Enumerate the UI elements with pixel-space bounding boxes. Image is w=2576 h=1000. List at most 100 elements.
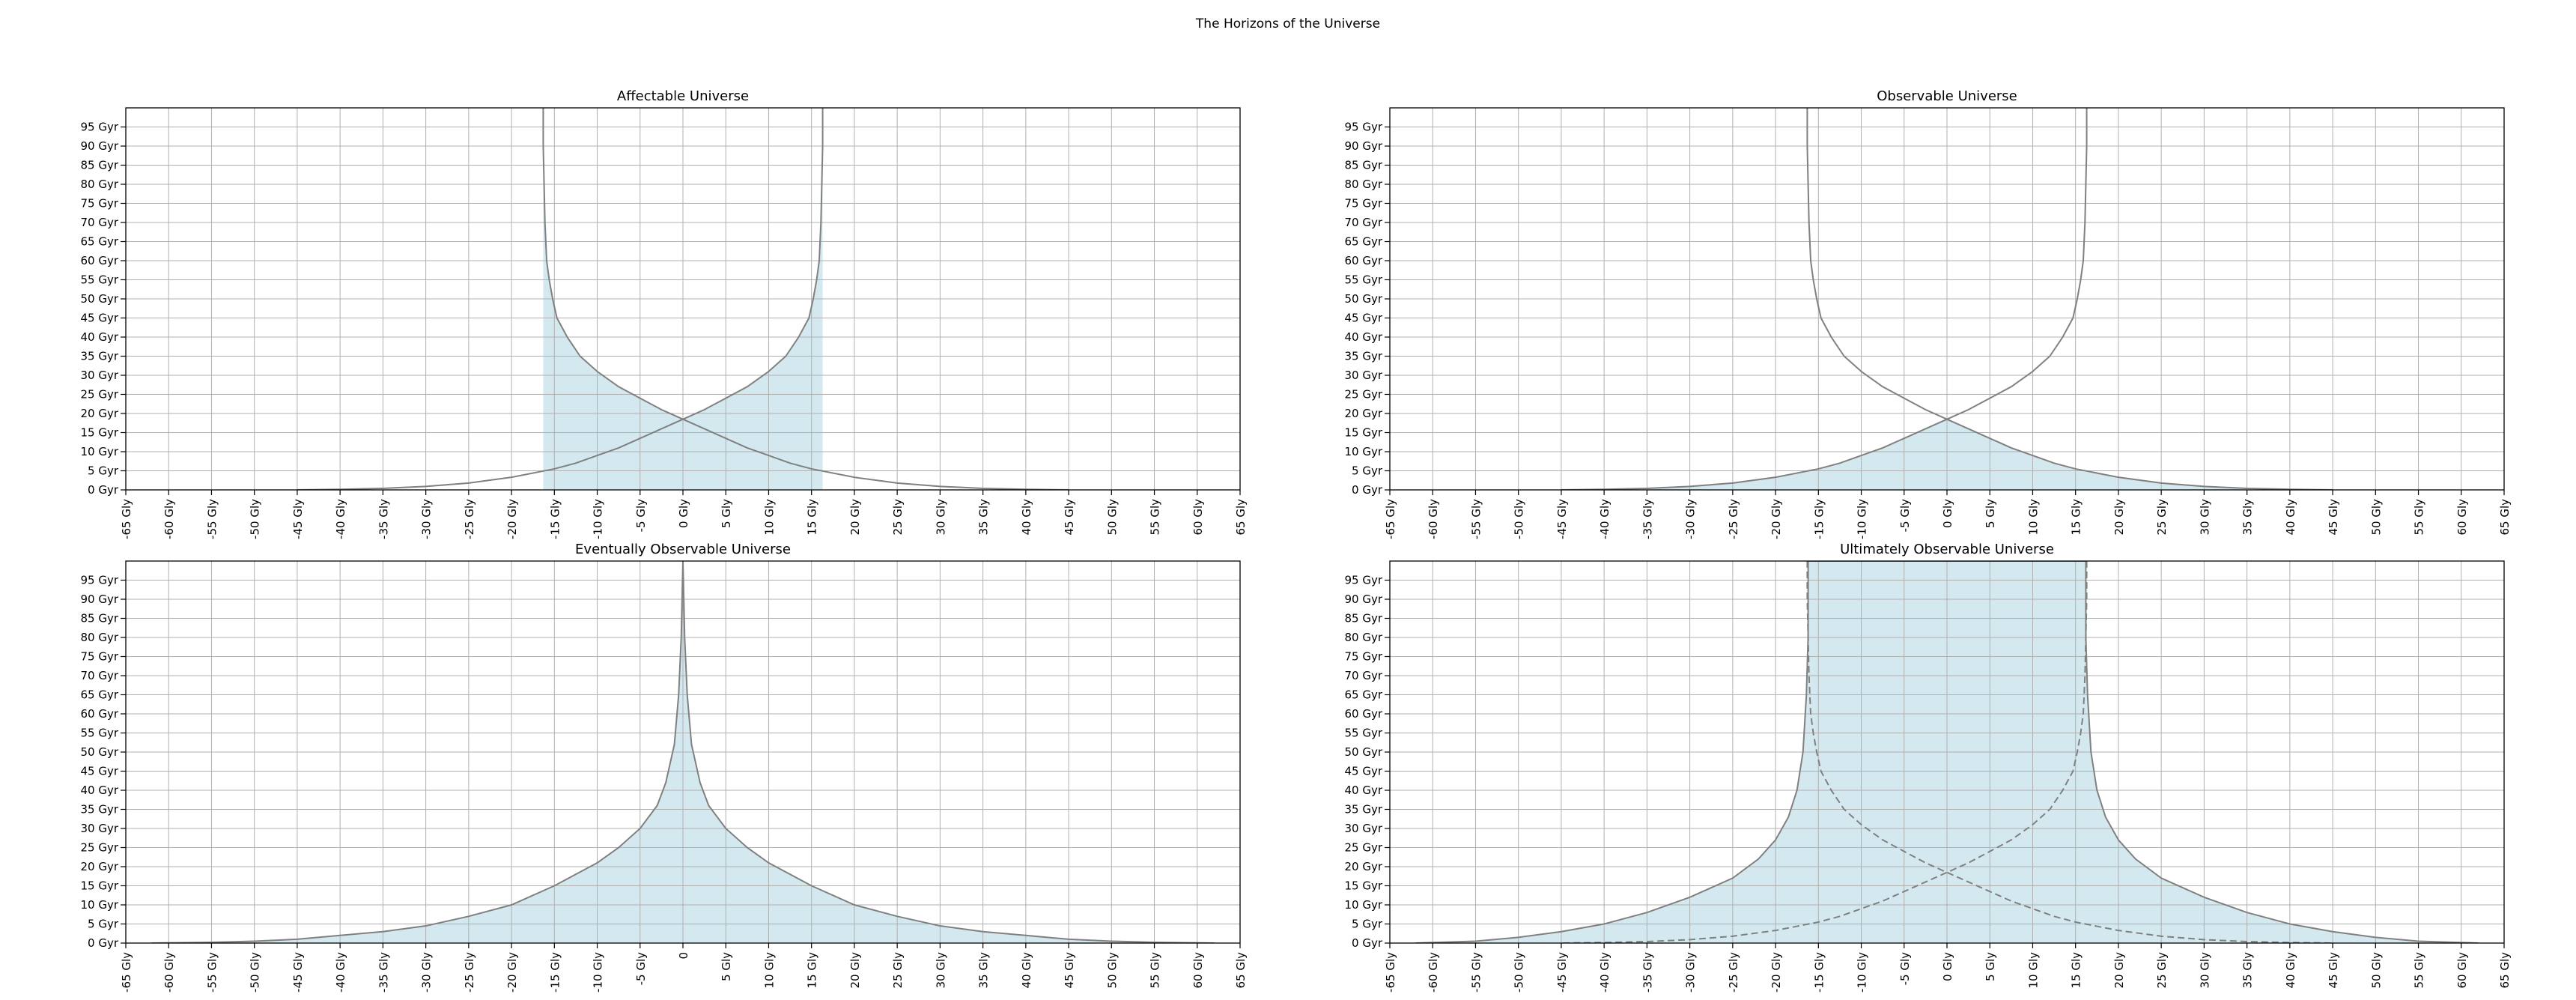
x-tick-label: 65 Gly xyxy=(2498,499,2512,536)
x-tick-label: 30 Gly xyxy=(934,952,947,989)
y-tick-label: 50 Gyr xyxy=(1344,292,1382,306)
y-tick-label: 85 Gyr xyxy=(1344,612,1382,625)
x-tick-label: 55 Gly xyxy=(1149,499,1162,536)
y-tick-label: 65 Gyr xyxy=(80,235,118,249)
y-tick-label: 35 Gyr xyxy=(1344,803,1382,816)
y-tick-label: 65 Gyr xyxy=(1344,688,1382,702)
y-tick-label: 5 Gyr xyxy=(1352,464,1383,478)
x-tick-label: 35 Gly xyxy=(2241,499,2255,536)
x-tick-label: 5 Gly xyxy=(1984,952,1997,981)
chart-panel-4: -65 Gly -60 Gly -55 Gly -50 Gly -45 Gly -40 G… xyxy=(1344,542,2512,993)
y-tick-label: 85 Gyr xyxy=(80,612,118,625)
y-tick-label: 15 Gyr xyxy=(1344,879,1382,893)
x-tick-label: -65 Gly xyxy=(120,499,133,539)
x-tick-label: 45 Gly xyxy=(2327,952,2340,989)
x-tick-label: -50 Gly xyxy=(249,499,262,539)
grid xyxy=(125,108,1241,491)
y-tick-label: 70 Gyr xyxy=(1344,216,1382,229)
x-tick-label: 65 Gly xyxy=(1234,952,1248,989)
y-tick-label: 95 Gyr xyxy=(80,574,118,587)
y-tick-label: 10 Gyr xyxy=(1344,445,1382,458)
y-tick-label: 45 Gyr xyxy=(80,765,118,778)
x-tick-label: 35 Gly xyxy=(2241,952,2255,989)
x-tick-label: 55 Gly xyxy=(2413,952,2426,989)
x-tick-label: -55 Gly xyxy=(1469,499,1483,539)
y-tick-label: 20 Gyr xyxy=(1344,407,1382,420)
x-tick-label: 55 Gly xyxy=(2413,499,2426,536)
y-tick-label: 70 Gyr xyxy=(1344,669,1382,682)
y-tick-label: 55 Gyr xyxy=(1344,727,1382,740)
x-tick-label: -5 Gly xyxy=(634,499,648,533)
y-tick-label: 30 Gyr xyxy=(80,822,118,835)
x-tick-label: -40 Gly xyxy=(1598,952,1611,993)
y-tick-label: 25 Gyr xyxy=(80,388,118,401)
x-tick-label: 0 xyxy=(677,952,690,960)
x-tick-label: -20 Gly xyxy=(505,952,519,993)
y-tick-label: 80 Gyr xyxy=(1344,631,1382,644)
x-tick-label: -20 Gly xyxy=(1770,499,1783,539)
y-tick-label: 35 Gyr xyxy=(1344,350,1382,363)
x-tick-label: -35 Gly xyxy=(1641,952,1654,993)
x-tick-label: -45 Gly xyxy=(1555,499,1569,539)
y-tick-label: 45 Gyr xyxy=(1344,312,1382,325)
x-tick-label: 50 Gly xyxy=(2369,499,2383,536)
y-tick-label: 60 Gyr xyxy=(80,707,118,721)
y-tick-label: 95 Gyr xyxy=(1344,574,1382,587)
y-tick-label: 35 Gyr xyxy=(80,803,118,816)
grid xyxy=(1389,561,2505,944)
x-tick-label: -15 Gly xyxy=(548,952,562,993)
x-tick-label: 20 Gly xyxy=(848,952,862,989)
x-tick-label: -20 Gly xyxy=(1770,952,1783,993)
x-tick-label: 25 Gly xyxy=(891,952,905,989)
x-tick-label: 10 Gly xyxy=(762,952,776,989)
y-tick-label: 85 Gyr xyxy=(1344,159,1382,172)
x-tick-label: -25 Gly xyxy=(463,952,476,993)
x-tick-label: -45 Gly xyxy=(1555,952,1569,993)
x-tick-label: 60 Gly xyxy=(1191,499,1205,536)
y-tick-label: 55 Gyr xyxy=(80,727,118,740)
y-tick-label: 85 Gyr xyxy=(80,159,118,172)
x-tick-label: 30 Gly xyxy=(934,499,947,536)
y-tick-label: 50 Gyr xyxy=(80,745,118,759)
x-tick-label: -45 Gly xyxy=(291,952,305,993)
x-tick-label: -40 Gly xyxy=(1598,499,1611,539)
x-tick-label: 15 Gly xyxy=(2070,952,2083,989)
grid xyxy=(1389,108,2505,491)
x-tick-label: 40 Gly xyxy=(1020,952,1033,989)
y-tick-label: 80 Gyr xyxy=(80,631,118,644)
x-tick-label: -25 Gly xyxy=(1727,499,1740,539)
series-line-1 xyxy=(1806,108,2333,490)
x-tick-label: -65 Gly xyxy=(120,952,133,993)
x-tick-label: -5 Gly xyxy=(1898,952,1912,986)
figure-title: The Horizons of the Universe xyxy=(1195,16,1381,31)
y-tick-label: 15 Gyr xyxy=(80,426,118,440)
x-tick-label: 35 Gly xyxy=(977,499,991,536)
y-tick-label: 50 Gyr xyxy=(80,292,118,306)
x-tick-label: 40 Gly xyxy=(1020,499,1033,536)
x-tick-label: -35 Gly xyxy=(1641,499,1654,539)
x-tick-label: 40 Gly xyxy=(2284,499,2297,536)
y-tick-label: 20 Gyr xyxy=(80,860,118,873)
x-tick-label: -10 Gly xyxy=(592,952,605,993)
y-tick-label: 25 Gyr xyxy=(1344,841,1382,855)
y-tick-label: 70 Gyr xyxy=(80,669,118,682)
x-tick-label: 30 Gly xyxy=(2198,499,2211,536)
y-tick-label: 15 Gyr xyxy=(1344,426,1382,440)
x-tick-label: 40 Gly xyxy=(2284,952,2297,989)
y-tick-label: 45 Gyr xyxy=(80,312,118,325)
x-tick-label: 35 Gly xyxy=(977,952,991,989)
y-tick-label: 60 Gyr xyxy=(1344,707,1382,721)
x-tick-label: -25 Gly xyxy=(463,499,476,539)
chart-panel-1: -65 Gly -60 Gly -55 Gly -50 Gly -45 Gly -40 G… xyxy=(80,88,1248,539)
x-tick-label: -45 Gly xyxy=(291,499,305,539)
x-tick-label: 60 Gly xyxy=(2455,499,2469,536)
y-tick-label: 90 Gyr xyxy=(1344,593,1382,606)
chart-title: Affectable Universe xyxy=(617,88,749,104)
y-tick-label: 75 Gyr xyxy=(80,650,118,664)
y-tick-label: 90 Gyr xyxy=(1344,139,1382,153)
y-tick-label: 75 Gyr xyxy=(1344,650,1382,664)
y-tick-label: 15 Gyr xyxy=(80,879,118,893)
x-tick-label: -30 Gly xyxy=(420,499,434,539)
x-tick-label: 0 Gly xyxy=(1941,499,1954,528)
y-tick-label: 95 Gyr xyxy=(1344,121,1382,134)
